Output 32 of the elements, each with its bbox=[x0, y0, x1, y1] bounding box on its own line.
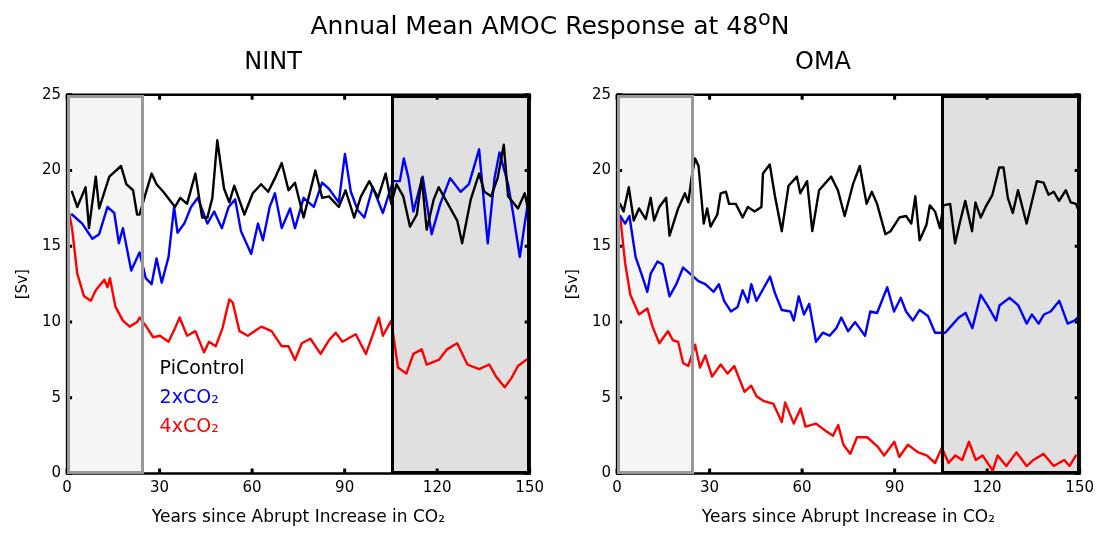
y-tick-label: 5 bbox=[51, 387, 62, 406]
y-tick-label: 25 bbox=[41, 84, 62, 103]
x-axis-title: Years since Abrupt Increase in CO₂ bbox=[150, 506, 445, 527]
text: 4xCO₂ bbox=[159, 414, 219, 437]
x-tick-label: 60 bbox=[242, 478, 262, 497]
y-tick-label: 10 bbox=[41, 311, 62, 330]
text: 2xCO₂ bbox=[159, 385, 219, 408]
x-tick-label: 30 bbox=[150, 478, 170, 497]
y-tick-label: 10 bbox=[591, 311, 612, 330]
chart-subtitle: NINT bbox=[244, 46, 303, 75]
y-tick-label: 15 bbox=[41, 236, 62, 255]
x-tick-label: 120 bbox=[972, 478, 1002, 497]
x-tick-label: 150 bbox=[515, 478, 545, 497]
y-tick-label: 0 bbox=[601, 463, 612, 482]
y-tick-label: 0 bbox=[51, 463, 62, 482]
x-axis-title: Years since Abrupt Increase in CO₂ bbox=[700, 506, 995, 527]
y-tick-label: 5 bbox=[601, 387, 612, 406]
x-tick-label: 90 bbox=[885, 478, 905, 497]
x-tick-label: 150 bbox=[1065, 478, 1095, 497]
x-tick-label: 60 bbox=[792, 478, 812, 497]
chart-title: Annual Mean AMOC Response at 48$^{o}$N bbox=[309, 6, 791, 41]
chart-subtitle: OMA bbox=[794, 46, 852, 75]
y-tick-label: 20 bbox=[41, 160, 62, 179]
text: PiControl bbox=[159, 356, 245, 379]
y-axis-title: [Sv] bbox=[562, 269, 581, 300]
x-tick-label: 120 bbox=[422, 478, 452, 497]
x-tick-label: 30 bbox=[700, 478, 720, 497]
y-tick-label: 15 bbox=[591, 236, 612, 255]
y-tick-label: 20 bbox=[591, 160, 612, 179]
x-tick-label: 90 bbox=[335, 478, 355, 497]
y-axis-title: [Sv] bbox=[12, 269, 31, 300]
y-tick-label: 25 bbox=[591, 84, 612, 103]
